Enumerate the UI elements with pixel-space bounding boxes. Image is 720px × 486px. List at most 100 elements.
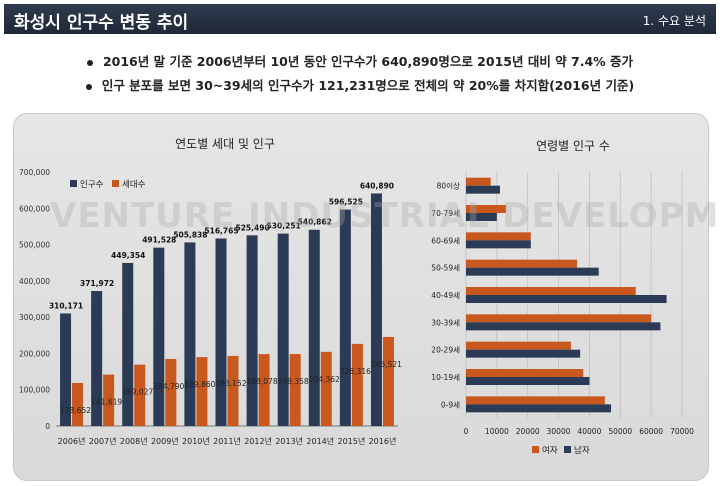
bar-household <box>227 355 239 426</box>
data-label-household: 189,860 <box>184 380 215 389</box>
bar-population <box>215 238 227 426</box>
y-tick-label: 700,000 <box>19 168 50 177</box>
bar-household <box>103 374 115 426</box>
bullet-dot-icon <box>85 83 92 90</box>
y-tick-label: 100,000 <box>19 386 50 395</box>
bar-male <box>466 377 590 385</box>
x-tick-label: 2016년 <box>369 436 397 446</box>
data-label-population: 505,838 <box>173 230 207 239</box>
bar-female <box>466 232 531 241</box>
x-tick-label: 0 <box>464 427 469 436</box>
x-tick-label: 2010년 <box>182 436 210 446</box>
y-tick-label: 40-49세 <box>431 291 460 300</box>
legend-label-male: 남자 <box>574 446 590 456</box>
data-label-household: 204,362 <box>309 375 340 384</box>
bar-household <box>196 357 208 426</box>
y-tick-label: 60-69세 <box>431 236 460 245</box>
x-tick-label: 20000 <box>516 427 540 436</box>
data-label-population: 596,525 <box>329 198 363 207</box>
data-label-household: 184,790 <box>153 382 184 391</box>
data-label-household: 169,027 <box>122 388 153 397</box>
bar-population <box>122 262 134 426</box>
watermark-text: VENTURE INDUSTRIAL DEVELOPMENT <box>50 196 720 236</box>
bar-male <box>466 240 531 249</box>
bar-population <box>60 313 72 426</box>
bullet-text: 인구 분포를 보면 30~39세의 인구수가 121,231명으로 전체의 약 … <box>101 78 635 93</box>
bar-household <box>320 351 332 426</box>
data-label-household: 198,358 <box>278 377 309 386</box>
bullet-item: 인구 분포를 보면 30~39세의 인구수가 121,231명으로 전체의 약 … <box>0 74 720 98</box>
section-label: 1. 수요 분석 <box>642 14 706 28</box>
data-label-household: 198,078 <box>247 377 278 386</box>
legend-swatch-male <box>564 446 571 453</box>
bar-female <box>466 259 578 268</box>
bar-male <box>466 349 581 358</box>
summary-bullets: 2016년 말 기준 2006년부터 10년 동안 인구수가 640,890명으… <box>0 50 720 98</box>
bar-male <box>466 267 599 276</box>
bar-household <box>165 358 177 426</box>
bar-population <box>308 229 320 426</box>
x-tick-label: 2006년 <box>58 436 86 446</box>
data-label-household: 118,652 <box>60 406 91 415</box>
bar-population <box>91 291 103 426</box>
y-tick-label: 300,000 <box>19 313 50 322</box>
x-tick-label: 70000 <box>670 427 694 436</box>
data-label-population: 310,171 <box>49 301 83 310</box>
bar-population <box>246 235 258 426</box>
y-tick-label: 50-59세 <box>431 264 460 273</box>
x-tick-label: 2009년 <box>151 436 179 446</box>
data-label-household: 226,316 <box>340 367 371 376</box>
x-tick-label: 50000 <box>608 427 632 436</box>
y-tick-label: 500,000 <box>19 241 50 250</box>
data-label-population: 530,251 <box>267 222 301 231</box>
data-label-household: 193,152 <box>215 379 246 388</box>
y-tick-label: 10-19세 <box>431 373 460 382</box>
x-tick-label: 2012년 <box>244 436 272 446</box>
data-label-population: 491,528 <box>142 236 176 245</box>
bar-female <box>466 205 507 213</box>
x-tick-label: 30000 <box>547 427 571 436</box>
x-tick-label: 2014년 <box>306 436 334 446</box>
bar-population <box>277 233 289 426</box>
bar-female <box>466 396 605 405</box>
x-tick-label: 10000 <box>485 427 509 436</box>
data-label-population: 540,862 <box>298 218 332 227</box>
bar-household <box>258 354 270 426</box>
bar-female <box>466 314 652 323</box>
header-bar: 화성시 인구수 변동 추이 1. 수요 분석 <box>4 4 716 34</box>
bullet-dot-icon <box>86 59 93 66</box>
x-tick-label: 2007년 <box>89 436 117 446</box>
legend-label-female: 여자 <box>542 445 558 456</box>
bar-household <box>289 354 301 426</box>
x-tick-label: 2013년 <box>275 436 303 446</box>
data-label-household: 141,619 <box>91 398 122 407</box>
bar-male <box>466 322 661 331</box>
page-title: 화성시 인구수 변동 추이 <box>14 13 189 33</box>
bar-female <box>466 287 636 295</box>
bar-household <box>72 382 84 426</box>
y-tick-label: 600,000 <box>19 204 50 213</box>
y-tick-label: 0-9세 <box>441 400 460 409</box>
bar-household <box>351 343 363 426</box>
y-tick-label: 20-29세 <box>431 346 460 355</box>
bar-male <box>466 404 612 413</box>
bar-male <box>466 213 497 221</box>
bullet-item: 2016년 말 기준 2006년부터 10년 동안 인구수가 640,890명으… <box>0 50 720 74</box>
x-tick-label: 2008년 <box>120 436 148 446</box>
data-label-population: 640,890 <box>360 181 394 190</box>
x-tick-label: 2015년 <box>337 436 365 446</box>
data-label-household: 245,521 <box>371 360 402 369</box>
bar-population <box>339 209 351 426</box>
y-tick-label: 400,000 <box>19 277 50 286</box>
x-tick-label: 40000 <box>577 427 601 436</box>
data-label-population: 516,765 <box>204 226 238 235</box>
bar-population <box>370 193 382 426</box>
y-tick-label: 70-79세 <box>431 209 460 218</box>
bullet-text: 2016년 말 기준 2006년부터 10년 동안 인구수가 640,890명으… <box>102 54 634 69</box>
y-tick-label: 80이상 <box>437 181 460 191</box>
bar-household <box>134 364 146 426</box>
data-label-population: 371,972 <box>80 279 114 288</box>
data-label-population: 525,490 <box>236 223 270 232</box>
